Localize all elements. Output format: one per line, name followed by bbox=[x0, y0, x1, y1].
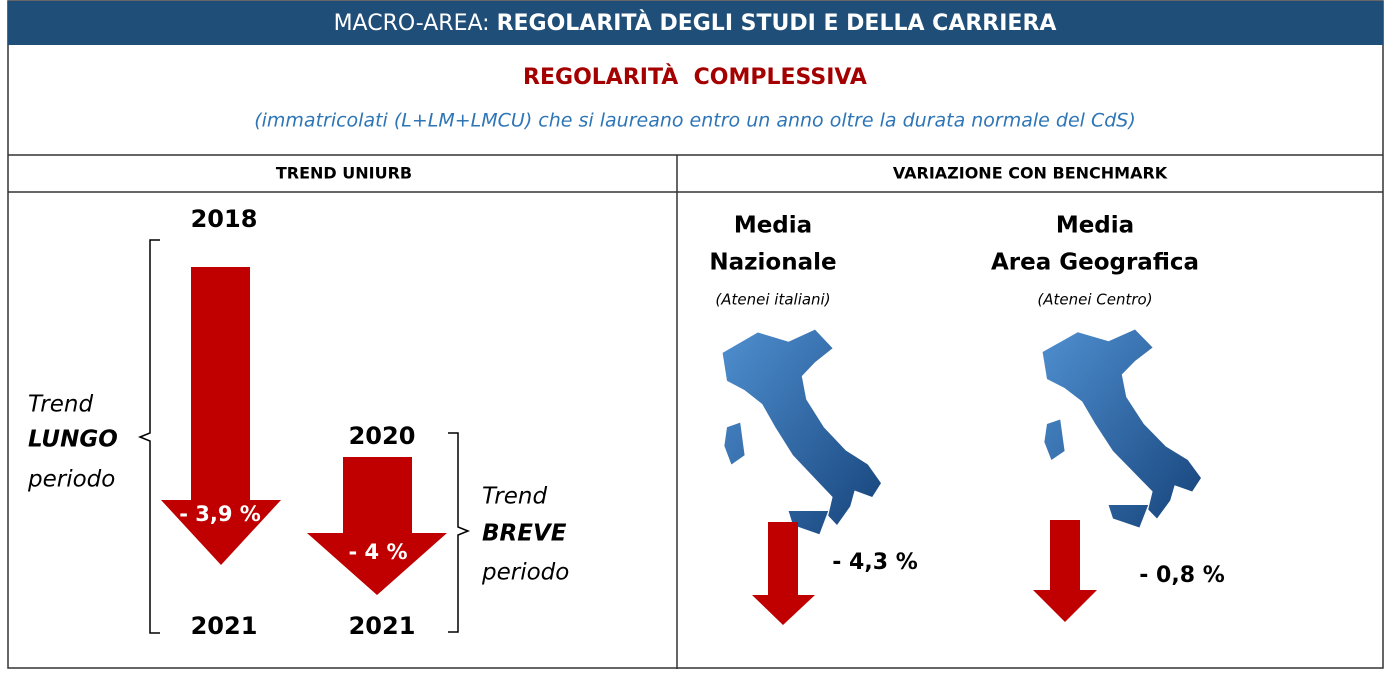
down-arrow bbox=[752, 522, 815, 625]
trend-label: periodo bbox=[27, 467, 115, 493]
trend-label: Trend bbox=[482, 484, 547, 510]
header-title: REGOLARITÀ DEGLI STUDI E DELLA CARRIERA bbox=[497, 10, 1057, 36]
year: 2018 bbox=[191, 205, 258, 233]
column-heading: VARIAZIONE CON BENCHMARK bbox=[893, 164, 1168, 183]
italy-map bbox=[1042, 329, 1201, 528]
benchmark-note: (Atenei italiani) bbox=[715, 291, 830, 309]
year: 2021 bbox=[191, 612, 258, 640]
trend-label: BREVE bbox=[482, 521, 567, 547]
bracket bbox=[448, 432, 471, 633]
change-label: - 3,9 % bbox=[179, 502, 261, 526]
year: 2021 bbox=[349, 612, 416, 640]
benchmark-title: Nazionale bbox=[709, 250, 836, 276]
benchmark-note: (Atenei Centro) bbox=[1037, 291, 1152, 309]
benchmark-title: Area Geografica bbox=[991, 250, 1199, 276]
trend-label: Trend bbox=[28, 392, 93, 418]
column-heading: TREND UNIURB bbox=[276, 164, 412, 183]
change-label: - 0,8 % bbox=[1139, 563, 1224, 588]
down-arrow bbox=[1033, 520, 1097, 622]
trend-label: LUNGO bbox=[28, 427, 118, 453]
section-subtitle: (immatricolati (L+LM+LMCU) che si laurea… bbox=[254, 110, 1136, 132]
header-text: MACRO-AREA: REGOLARITÀ DEGLI STUDI E DEL… bbox=[334, 10, 1057, 36]
bracket bbox=[137, 239, 160, 634]
italy-map bbox=[722, 329, 881, 535]
benchmark-title: Media bbox=[1056, 213, 1134, 239]
section-title: REGOLARITÀ COMPLESSIVA bbox=[523, 64, 867, 90]
header-bar bbox=[8, 1, 1383, 45]
down-arrow bbox=[307, 457, 447, 595]
change-label: - 4 % bbox=[349, 540, 408, 564]
trend-label: periodo bbox=[481, 560, 569, 586]
header-prefix: MACRO-AREA: bbox=[334, 11, 490, 36]
change-label: - 4,3 % bbox=[832, 550, 917, 575]
benchmark-title: Media bbox=[734, 213, 812, 239]
year: 2020 bbox=[349, 422, 416, 450]
down-arrow bbox=[161, 267, 281, 565]
